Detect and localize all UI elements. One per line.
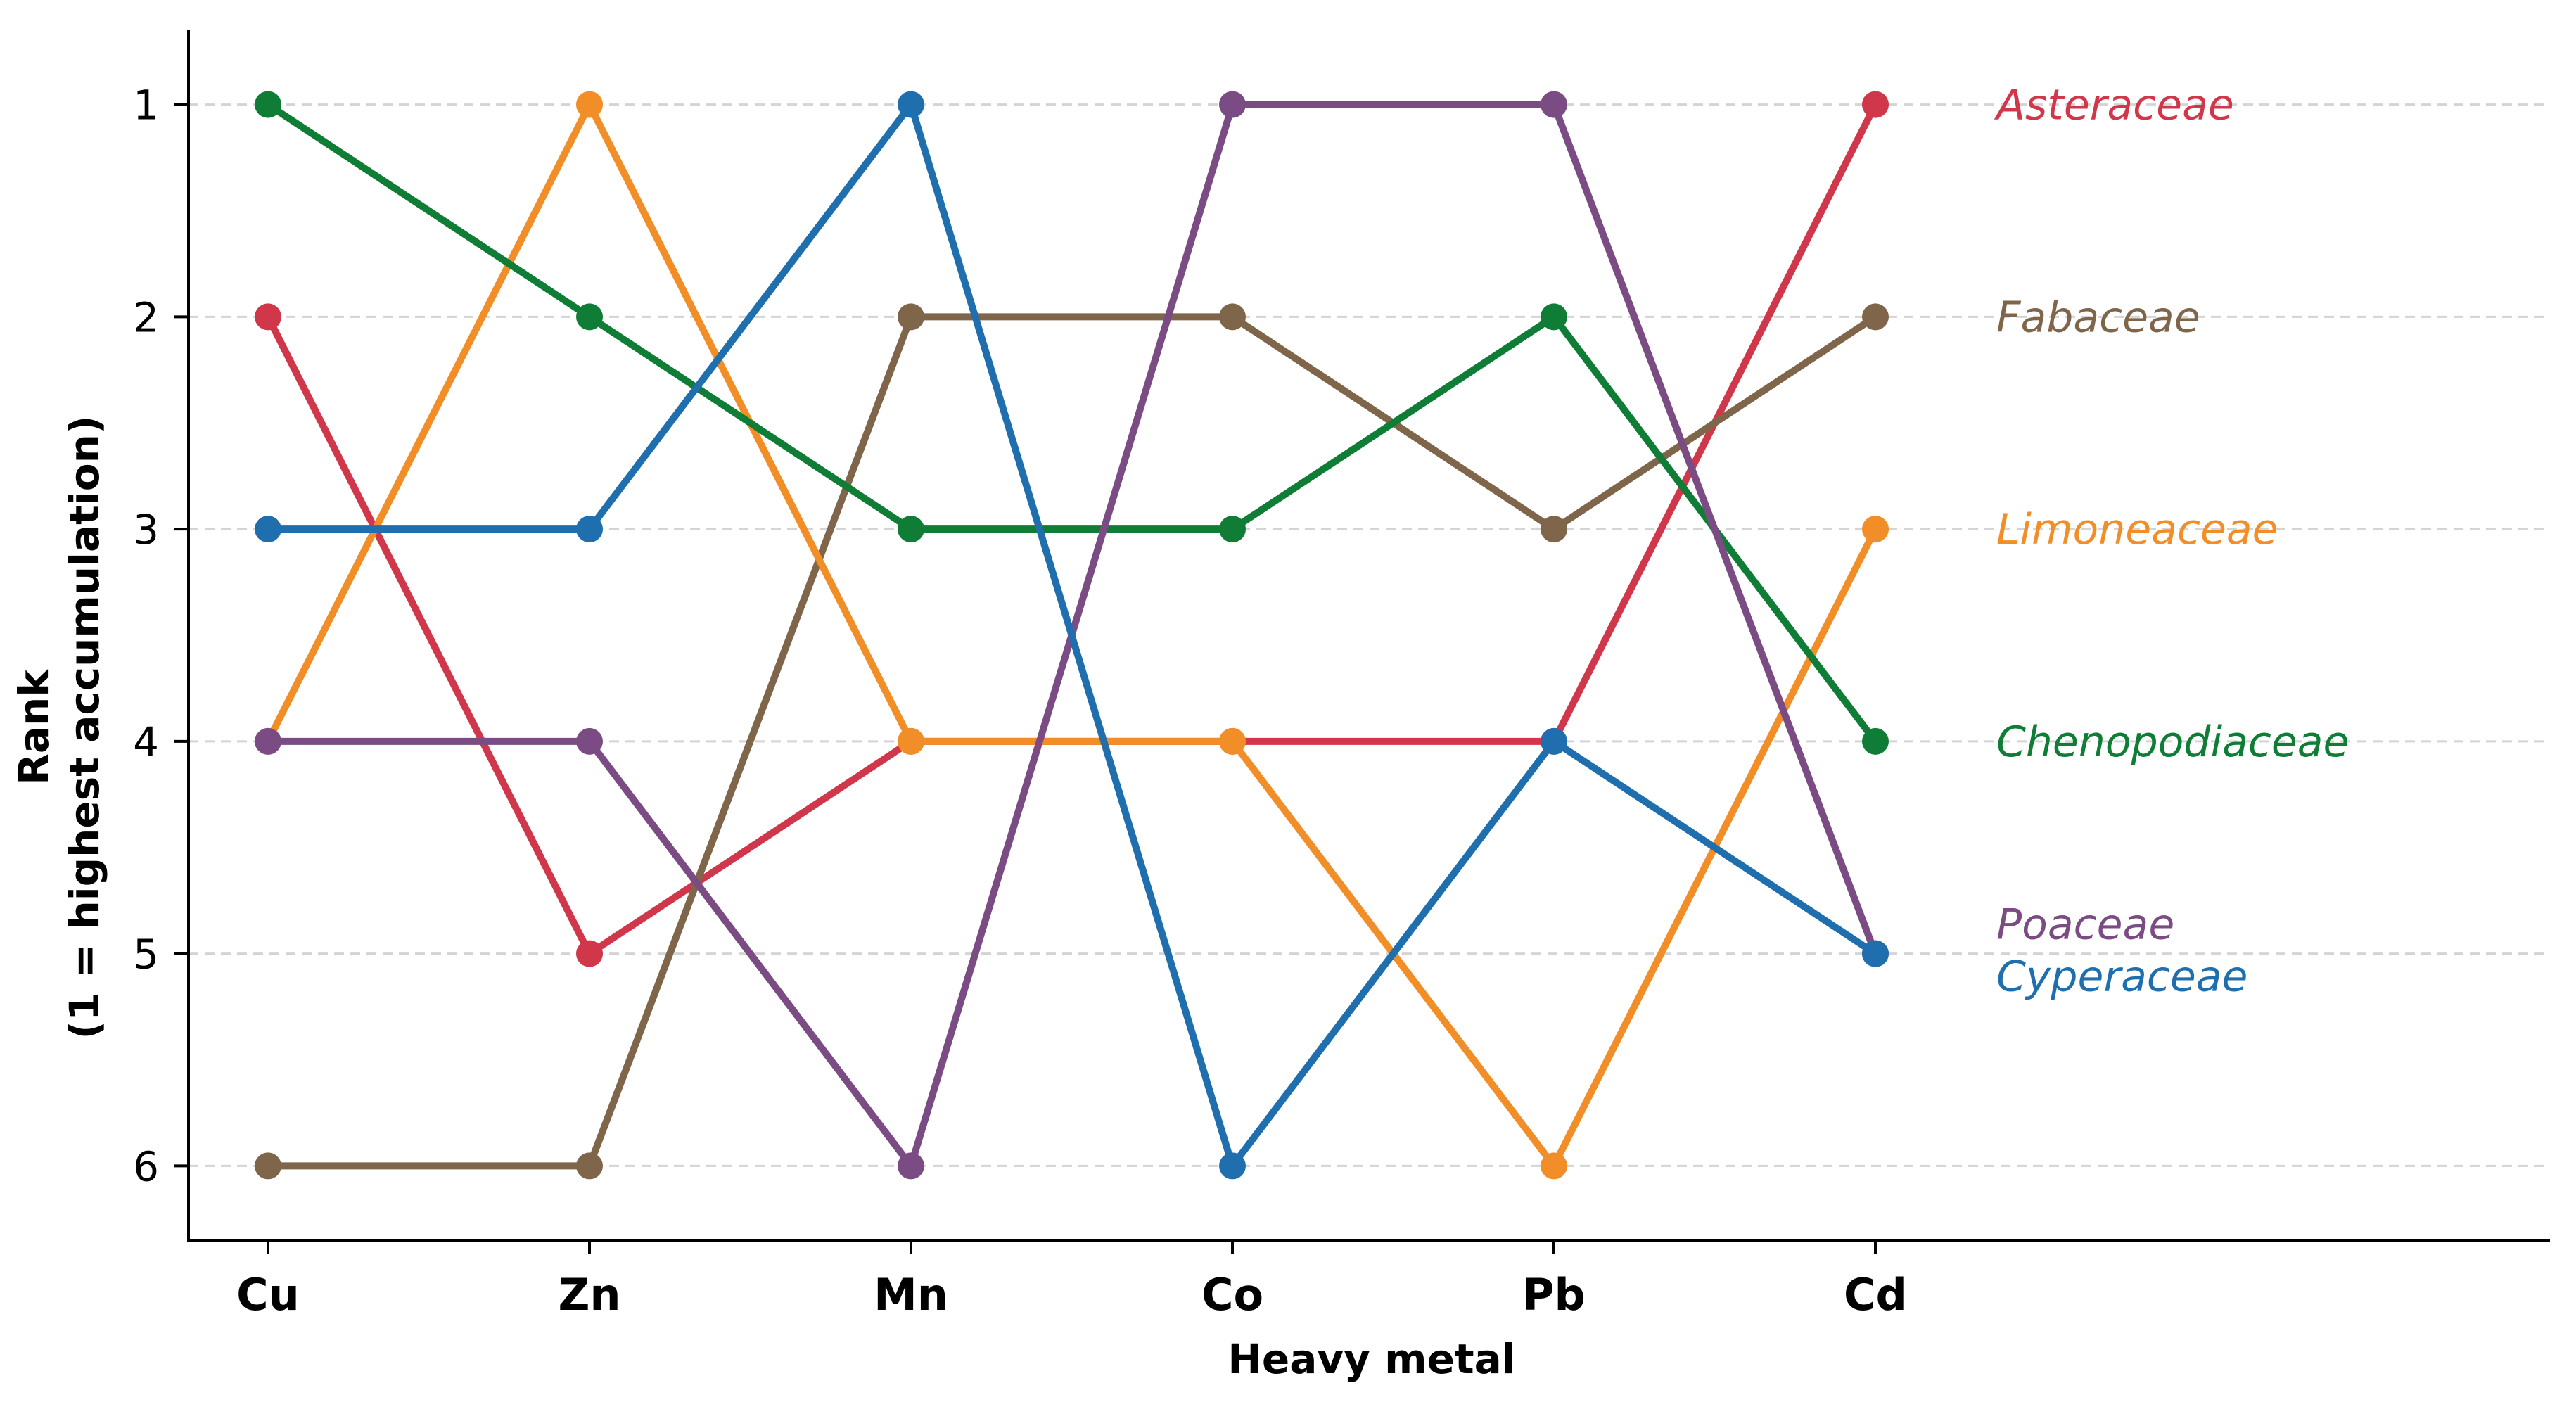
series-fabaceae	[255, 303, 1889, 1180]
y-axis-title-line-1: Rank	[10, 669, 58, 785]
point-chenopodiaceae-mn	[898, 516, 924, 543]
series-label-fabaceae: Fabaceae	[1996, 293, 2200, 342]
point-cyperaceae-mn	[898, 91, 924, 118]
series-label-poaceae: Poaceae	[1996, 900, 2174, 950]
series-line-limoneaceae	[264, 101, 1879, 1170]
point-limoneaceae-zn	[576, 91, 603, 118]
point-asteraceae-cd	[1862, 91, 1889, 118]
point-poaceae-mn	[898, 1152, 924, 1180]
point-poaceae-cu	[255, 727, 281, 755]
series-label-cyperaceae: Cyperaceae	[1996, 952, 2247, 1002]
series-label-chenopodiaceae: Chenopodiaceae	[1996, 718, 2349, 767]
point-chenopodiaceae-cu	[255, 91, 281, 118]
series-line-chenopodiaceae	[264, 101, 1879, 745]
xtick-label-cu: Cu	[236, 1269, 300, 1320]
point-chenopodiaceae-pb	[1541, 303, 1567, 331]
point-chenopodiaceae-zn	[576, 303, 603, 331]
grid	[189, 103, 2550, 1167]
point-poaceae-co	[1219, 91, 1246, 118]
point-limoneaceae-pb	[1541, 1152, 1567, 1180]
point-chenopodiaceae-co	[1219, 516, 1246, 543]
series-cyperaceae	[255, 91, 1889, 1180]
point-fabaceae-zn	[576, 1152, 603, 1180]
x-axis-title: Heavy metal	[1228, 1335, 1515, 1383]
ytick-label-5: 5	[133, 931, 159, 979]
xtick-label-co: Co	[1201, 1269, 1263, 1320]
ytick-label-6: 6	[133, 1142, 159, 1190]
x-ticks: Cu Zn Mn Co Pb Cd	[236, 1240, 1907, 1320]
axes	[187, 30, 2550, 1242]
point-poaceae-zn	[576, 727, 603, 755]
point-fabaceae-pb	[1541, 516, 1567, 543]
point-cyperaceae-co	[1219, 1152, 1246, 1180]
point-fabaceae-cu	[255, 1152, 281, 1180]
y-ticks: 1 2 3 4 5 6	[133, 82, 189, 1190]
xtick-label-pb: Pb	[1522, 1269, 1586, 1320]
point-fabaceae-cd	[1862, 303, 1889, 331]
xtick-label-cd: Cd	[1844, 1269, 1907, 1320]
point-fabaceae-co	[1219, 303, 1246, 331]
series-line-cyperaceae	[264, 101, 1879, 1170]
point-asteraceae-zn	[576, 940, 603, 967]
point-cyperaceae-cd	[1862, 940, 1889, 967]
point-poaceae-pb	[1541, 91, 1567, 118]
point-cyperaceae-zn	[576, 516, 603, 543]
series	[255, 91, 1889, 1180]
y-axis-title: Rank (1 = highest accumulation)	[10, 416, 108, 1040]
series-label-asteraceae: Asteraceae	[1994, 81, 2234, 130]
series-labels: Asteraceae Fabaceae Limoneaceae Chenopodiac…	[1994, 81, 2349, 1002]
series-limoneaceae	[255, 91, 1889, 1180]
point-cyperaceae-cu	[255, 516, 281, 543]
ytick-label-3: 3	[133, 506, 159, 554]
point-limoneaceae-co	[1219, 727, 1246, 755]
point-fabaceae-mn	[898, 303, 924, 331]
ytick-label-1: 1	[133, 82, 159, 129]
point-asteraceae-cu	[255, 303, 281, 331]
xtick-label-mn: Mn	[874, 1269, 948, 1320]
point-limoneaceae-cd	[1862, 516, 1889, 543]
point-cyperaceae-pb	[1541, 727, 1567, 755]
series-chenopodiaceae	[255, 91, 1889, 755]
series-label-limoneaceae: Limoneaceae	[1996, 505, 2278, 554]
point-limoneaceae-mn	[898, 727, 924, 755]
ytick-label-2: 2	[133, 293, 159, 341]
xtick-label-zn: Zn	[558, 1269, 620, 1320]
y-axis-title-line-2: (1 = highest accumulation)	[60, 416, 108, 1040]
series-line-fabaceae	[264, 313, 1879, 1170]
point-chenopodiaceae-cd	[1862, 727, 1889, 755]
ytick-label-4: 4	[133, 718, 159, 766]
